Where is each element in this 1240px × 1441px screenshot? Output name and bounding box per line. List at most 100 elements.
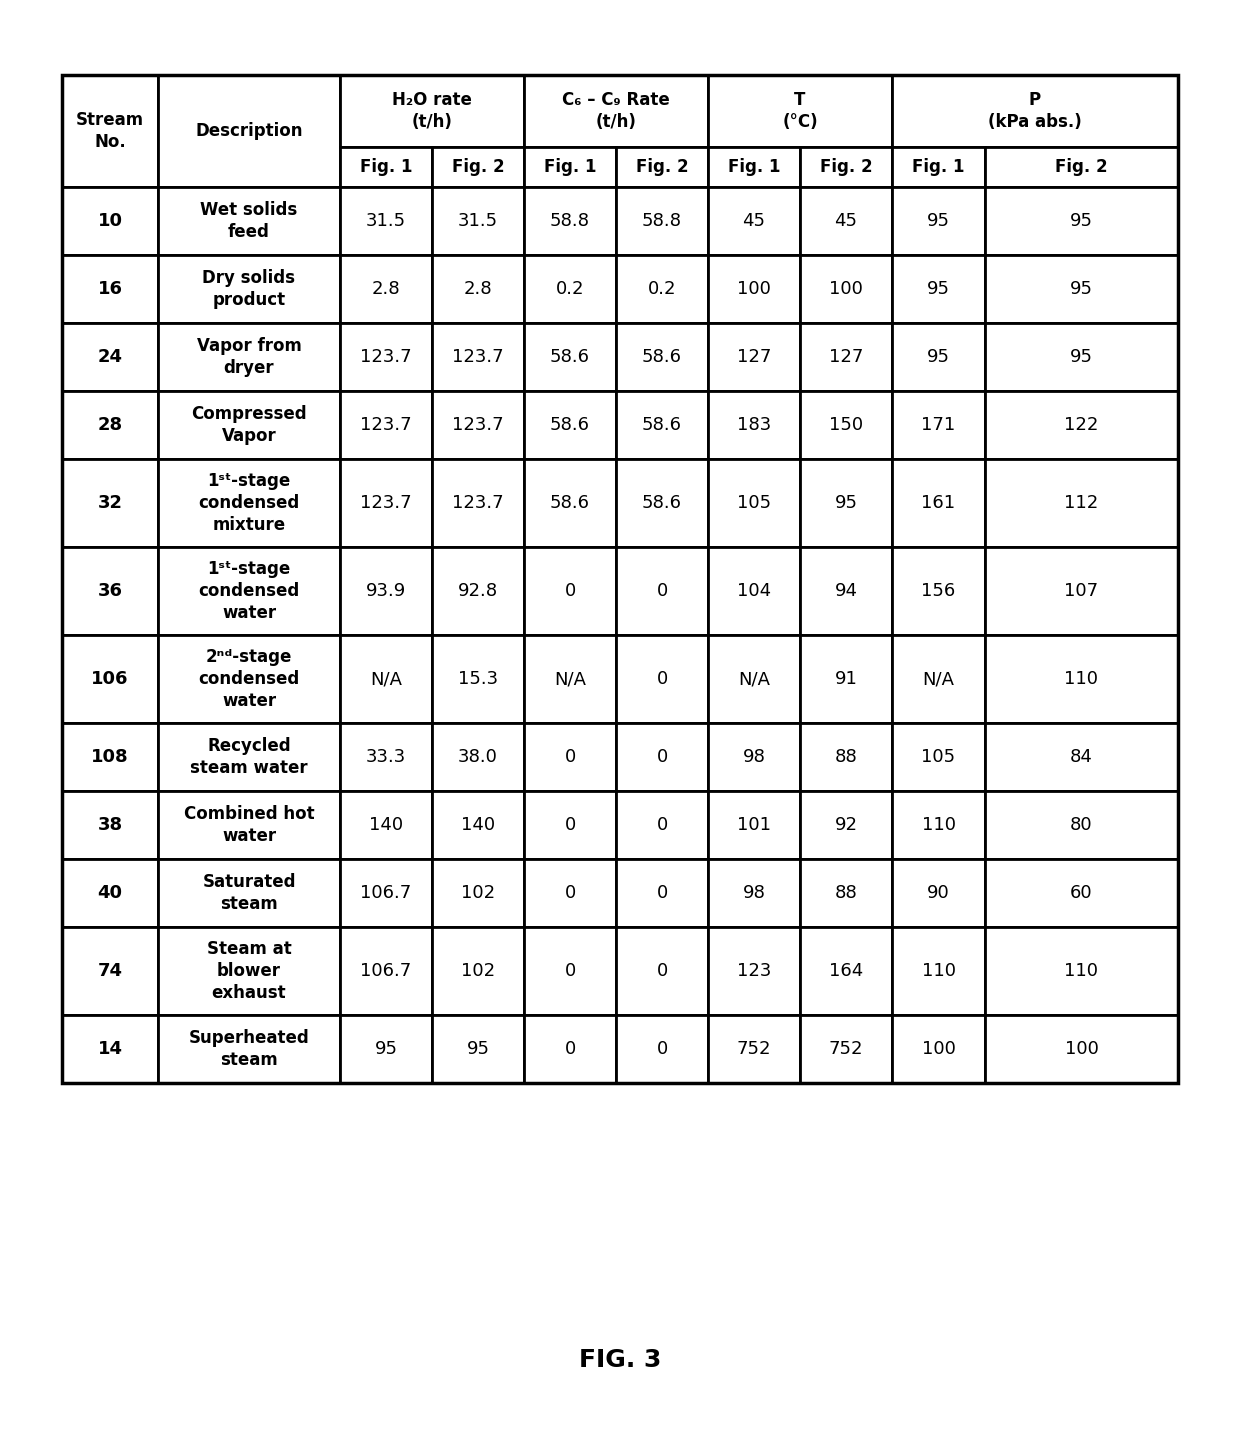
Text: 45: 45 — [835, 212, 858, 231]
Text: 0.2: 0.2 — [647, 280, 676, 298]
Text: 0: 0 — [656, 883, 667, 902]
Text: 108: 108 — [92, 748, 129, 767]
Text: 100: 100 — [1065, 1040, 1099, 1058]
Text: 0.2: 0.2 — [556, 280, 584, 298]
Text: 32: 32 — [98, 494, 123, 512]
Text: 95: 95 — [835, 494, 858, 512]
Text: 106.7: 106.7 — [361, 963, 412, 980]
Text: 123: 123 — [737, 963, 771, 980]
Text: 122: 122 — [1064, 416, 1099, 434]
Bar — [157, 791, 340, 859]
Text: 95: 95 — [1070, 280, 1092, 298]
Bar — [525, 1014, 616, 1084]
Text: Steam at
blower
exhaust: Steam at blower exhaust — [207, 940, 291, 1001]
Bar — [62, 75, 1178, 1084]
Text: 58.6: 58.6 — [551, 416, 590, 434]
Bar — [525, 635, 616, 723]
Bar — [616, 635, 708, 723]
Bar — [62, 323, 157, 391]
Text: Fig. 2: Fig. 2 — [1055, 159, 1107, 176]
Text: 104: 104 — [737, 582, 771, 599]
Bar — [432, 147, 525, 187]
Text: 106.7: 106.7 — [361, 883, 412, 902]
Bar — [892, 75, 1178, 147]
Bar — [62, 391, 157, 460]
Bar — [157, 548, 340, 635]
Bar — [892, 635, 985, 723]
Text: N/A: N/A — [370, 670, 402, 687]
Text: 58.6: 58.6 — [642, 347, 682, 366]
Text: 38: 38 — [98, 816, 123, 834]
Text: 24: 24 — [98, 347, 123, 366]
Bar — [340, 927, 432, 1014]
Text: 0: 0 — [564, 883, 575, 902]
Text: 100: 100 — [737, 280, 771, 298]
Text: 100: 100 — [921, 1040, 956, 1058]
Text: 110: 110 — [921, 963, 956, 980]
Text: 0: 0 — [564, 748, 575, 767]
Text: Combined hot
water: Combined hot water — [184, 806, 314, 844]
Text: 102: 102 — [461, 963, 495, 980]
Text: 28: 28 — [98, 416, 123, 434]
Bar — [616, 147, 708, 187]
Text: 101: 101 — [737, 816, 771, 834]
Bar — [525, 927, 616, 1014]
Bar — [340, 859, 432, 927]
Text: 140: 140 — [461, 816, 495, 834]
Text: 127: 127 — [737, 347, 771, 366]
Bar — [800, 147, 892, 187]
Text: Recycled
steam water: Recycled steam water — [190, 736, 308, 777]
Bar — [708, 791, 800, 859]
Bar — [800, 859, 892, 927]
Bar — [340, 147, 432, 187]
Bar — [432, 460, 525, 548]
Bar — [800, 460, 892, 548]
Bar — [525, 323, 616, 391]
Text: 93.9: 93.9 — [366, 582, 407, 599]
Bar — [892, 147, 985, 187]
Text: 110: 110 — [1064, 670, 1099, 687]
Text: Fig. 2: Fig. 2 — [636, 159, 688, 176]
Text: 80: 80 — [1070, 816, 1092, 834]
Text: 1ˢᵗ-stage
condensed
mixture: 1ˢᵗ-stage condensed mixture — [198, 471, 300, 535]
Text: FIG. 3: FIG. 3 — [579, 1347, 661, 1372]
Bar — [616, 723, 708, 791]
Text: 33.3: 33.3 — [366, 748, 407, 767]
Text: 127: 127 — [828, 347, 863, 366]
Text: 58.6: 58.6 — [551, 347, 590, 366]
Text: 164: 164 — [828, 963, 863, 980]
Text: 0: 0 — [656, 582, 667, 599]
Bar — [340, 187, 432, 255]
Text: 107: 107 — [1064, 582, 1099, 599]
Bar — [157, 391, 340, 460]
Text: 752: 752 — [828, 1040, 863, 1058]
Bar — [985, 859, 1178, 927]
Text: 2ⁿᵈ-stage
condensed
water: 2ⁿᵈ-stage condensed water — [198, 648, 300, 710]
Text: 0: 0 — [564, 816, 575, 834]
Bar — [800, 548, 892, 635]
Text: 102: 102 — [461, 883, 495, 902]
Bar — [616, 791, 708, 859]
Text: 0: 0 — [656, 670, 667, 687]
Bar — [432, 1014, 525, 1084]
Text: Fig. 1: Fig. 1 — [913, 159, 965, 176]
Bar — [892, 723, 985, 791]
Bar — [985, 791, 1178, 859]
Text: 58.6: 58.6 — [642, 494, 682, 512]
Text: 112: 112 — [1064, 494, 1099, 512]
Bar — [525, 255, 616, 323]
Text: 36: 36 — [98, 582, 123, 599]
Bar — [708, 75, 892, 147]
Bar — [985, 548, 1178, 635]
Bar — [708, 1014, 800, 1084]
Bar — [340, 635, 432, 723]
Bar — [985, 147, 1178, 187]
Text: N/A: N/A — [554, 670, 587, 687]
Bar — [432, 323, 525, 391]
Text: 58.8: 58.8 — [551, 212, 590, 231]
Bar — [892, 1014, 985, 1084]
Text: 95: 95 — [928, 212, 950, 231]
Bar — [432, 635, 525, 723]
Text: 45: 45 — [743, 212, 765, 231]
Text: 95: 95 — [928, 280, 950, 298]
